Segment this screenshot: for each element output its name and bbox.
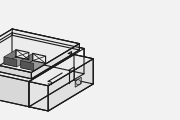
Polygon shape <box>12 33 84 74</box>
Polygon shape <box>75 77 81 87</box>
Polygon shape <box>48 59 93 111</box>
Polygon shape <box>74 55 93 84</box>
Polygon shape <box>4 50 16 64</box>
Polygon shape <box>0 33 84 82</box>
Polygon shape <box>4 57 17 67</box>
Polygon shape <box>0 58 84 107</box>
Polygon shape <box>29 49 84 107</box>
Polygon shape <box>29 82 48 111</box>
Polygon shape <box>0 33 12 91</box>
Polygon shape <box>21 61 46 71</box>
Polygon shape <box>0 58 31 79</box>
Polygon shape <box>0 29 79 72</box>
Polygon shape <box>12 29 79 50</box>
Polygon shape <box>4 57 29 67</box>
Polygon shape <box>21 53 33 68</box>
Polygon shape <box>21 61 34 71</box>
Polygon shape <box>31 44 79 79</box>
Polygon shape <box>29 80 93 111</box>
Polygon shape <box>29 55 93 86</box>
